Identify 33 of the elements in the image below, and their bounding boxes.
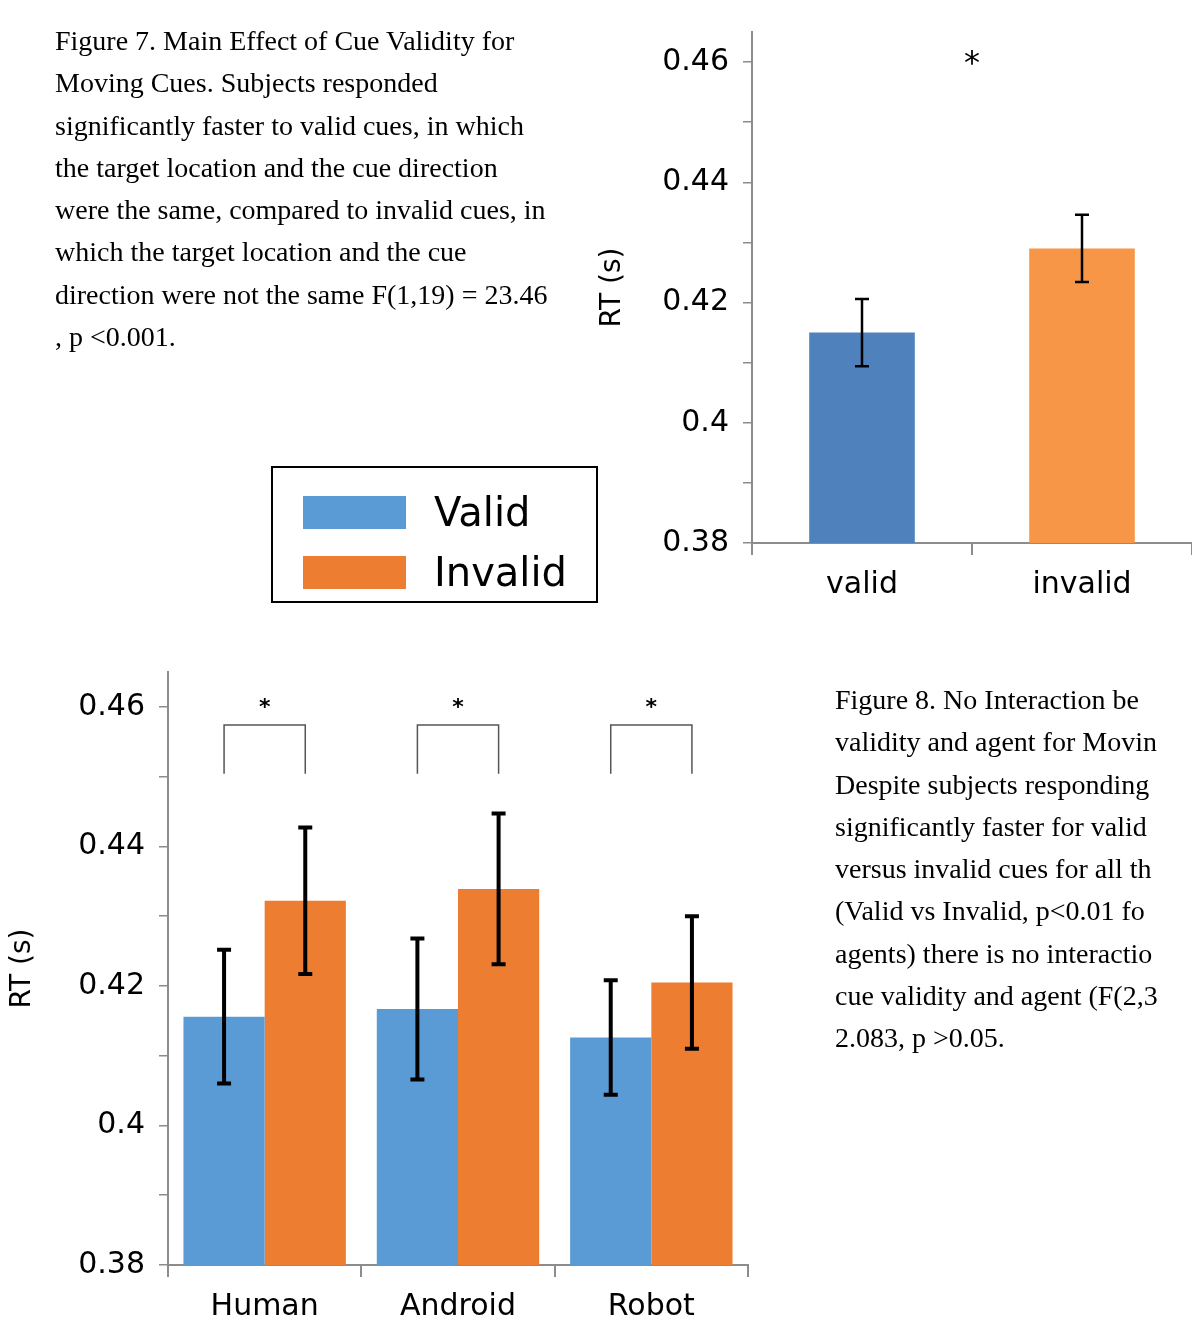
y-tick-label: 0.44 (78, 826, 145, 862)
caption: Figure 7. Main Effect of Cue Validity for Moving Cues. Subjects responded significantly faster to valid cues, in which the target location and the cue direction were the same, compared to invalid cues, in which the target location and the cue direction were not the same F(1,19) = 23.46 , p <0.001. (55, 24, 549, 355)
text: validity and agent for Movin (835, 725, 1158, 760)
x-tick-label: invalid (1032, 564, 1132, 600)
y-tick-label: 0.38 (662, 522, 729, 558)
y-tick-label: 0.46 (78, 686, 145, 722)
x-tick-label: valid (826, 564, 898, 600)
annotation: * (258, 693, 271, 719)
x-tick-label: Human (210, 1286, 319, 1322)
text: versus invalid cues for all th (835, 852, 1153, 887)
y-tick-label: 0.4 (97, 1105, 145, 1141)
y-tick-label: 0.38 (78, 1244, 145, 1280)
x-tick-label: Android (400, 1286, 516, 1322)
y-tick-label: 0.42 (662, 282, 729, 318)
y-tick-label: 0.46 (662, 41, 729, 77)
text: agents) there is no interactio (835, 936, 1154, 971)
y-tick-label: 0.44 (662, 162, 729, 198)
y-axis-title: RT (s) (4, 928, 38, 1009)
text: cue validity and agent (F(2,3 (835, 979, 1159, 1014)
annotation: * (964, 43, 980, 82)
y-tick-label: 0.4 (681, 402, 729, 438)
annotation: * (645, 693, 658, 719)
text: Despite subjects responding (835, 767, 1151, 802)
legend-label: Invalid (434, 549, 567, 595)
annotation: * (452, 693, 465, 719)
text: significantly faster for valid (835, 809, 1148, 844)
legend-label: Valid (434, 489, 531, 535)
x-tick-label: Robot (607, 1286, 696, 1322)
y-axis-title: RT (s) (594, 247, 628, 328)
y-tick-label: 0.42 (78, 965, 145, 1001)
caption: Figure 8. No Interaction be (835, 683, 1141, 717)
text: 2.083, p >0.05. (835, 1021, 1006, 1056)
text: (Valid vs Invalid, p<0.01 fo (835, 894, 1146, 929)
